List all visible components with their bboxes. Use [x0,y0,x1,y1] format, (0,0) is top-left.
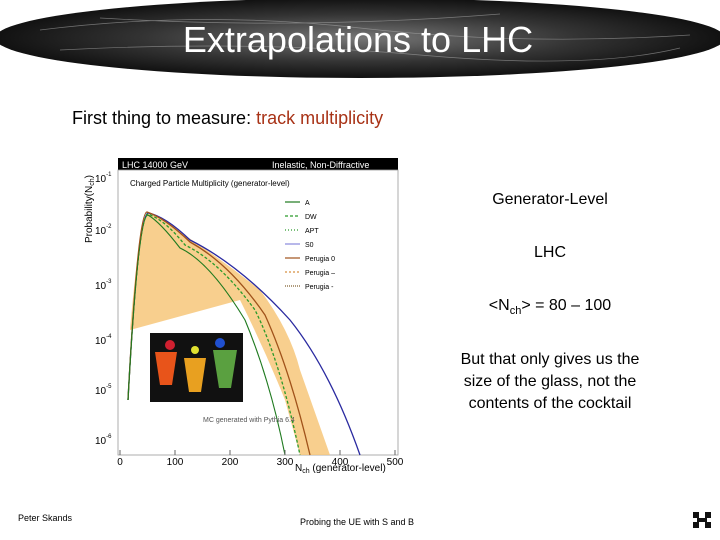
y-label-sub: ch [89,178,96,186]
plot-header-left: LHC 14000 GeV [122,160,188,170]
legend-label: Perugia – [305,270,335,277]
slide-title: Extrapolations to LHC [183,19,533,60]
curve-perugia [127,211,311,456]
x-tick-label: 100 [167,457,184,468]
plot-caption: Charged Particle Multiplicity (generator… [130,179,290,188]
plot-frame [117,169,399,456]
subtitle: First thing to measure: track multiplici… [72,108,383,128]
banner-texture [39,13,691,62]
x-tick-label: 300 [277,457,294,468]
nch-sub: ch [510,305,522,317]
y-tick-label: 10-2 [95,224,112,237]
side-remark: But that only gives us the [461,351,640,368]
y-tick-label: 10-5 [95,384,112,397]
y-axis-label: Probability(Nch) [84,175,96,243]
y-tick-base: 10 [95,336,107,347]
legend-label: APT [305,228,319,235]
legend-label: DW [305,214,317,221]
y-tick-exp: -5 [106,384,112,390]
nch-lead: <N [489,297,510,314]
legend-label: Perugia 0 [305,256,335,263]
side-nch: <Nch> = 80 – 100 [489,297,611,317]
curve-dw [127,213,301,456]
uncertainty-band [130,214,330,455]
nch-rest: > = 80 – 100 [521,297,611,314]
x-axis-label: Nch (generator-level) [295,463,386,475]
y-tick-base: 10 [95,436,107,447]
y-tick-base: 10 [95,226,107,237]
y-tick-label: 10-3 [95,279,112,292]
x-label-end: (generator-level) [310,463,386,474]
y-tick-label: 10-4 [95,334,112,347]
y-tick-exp: -2 [106,224,112,230]
subtitle-lead: First thing to measure: [72,108,256,128]
y-tick-exp: -6 [106,434,112,440]
plot-note: MC generated with Pythia 6.4 [203,417,295,424]
y-tick-label: 10-1 [95,172,112,185]
legend-label: Perugia - [305,284,334,291]
side-line1: Generator-Level [492,191,608,208]
plot-image: LHC 14000 GeV Inelastic, Non-Diffractive… [82,155,404,477]
x-tick-label: 200 [222,457,239,468]
legend-label: S0 [305,242,314,249]
x-tick-label: 0 [117,457,123,468]
x-label-sub: ch [302,468,310,475]
y-tick-base: 10 [95,281,107,292]
side-remark: contents of the cocktail [469,395,632,412]
y-tick-exp: -3 [106,279,112,285]
curve-a [127,214,286,456]
side-line2: LHC [534,244,566,261]
cocktail-photo [150,333,243,402]
y-tick-exp: -4 [106,334,112,340]
x-tick-label: 500 [387,457,404,468]
footer-author: Peter Skands [18,513,73,523]
y-tick-exp: -1 [106,172,112,178]
legend-label: A [305,200,310,207]
y-tick-label: 10-6 [95,434,112,447]
footer-talk: Probing the UE with S and B [300,517,414,527]
y-label-main: Probability(N [84,186,95,243]
y-tick-base: 10 [95,386,107,397]
y-tick-base: 10 [95,174,107,185]
fermilab-logo [693,512,711,528]
x-label-main: N [295,463,302,474]
side-remark: size of the glass, not the [464,373,637,390]
x-tick-label: 400 [332,457,349,468]
y-label-end: ) [84,175,95,178]
plot-header-right: Inelastic, Non-Diffractive [272,160,369,170]
plot-header-bar [118,158,398,170]
subtitle-highlight: track multiplicity [256,108,383,128]
